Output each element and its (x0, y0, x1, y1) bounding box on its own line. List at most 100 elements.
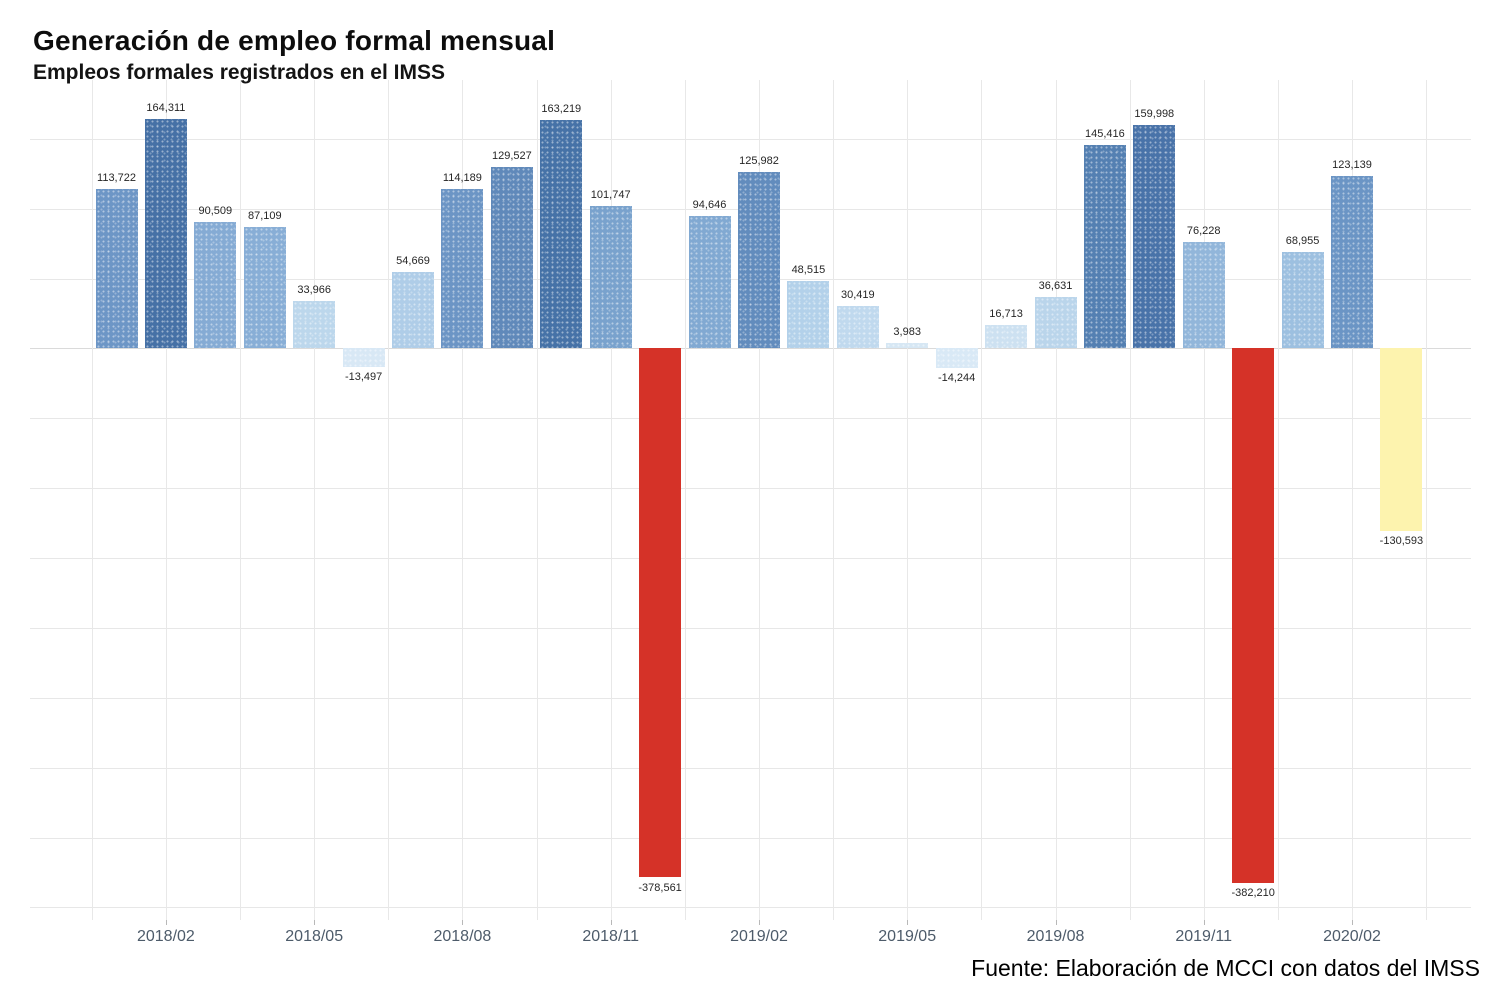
x-gridline (1352, 80, 1353, 920)
bar-value-label: -130,593 (1379, 534, 1424, 547)
bar (243, 226, 286, 349)
x-axis-label: 2018/11 (582, 928, 640, 945)
page-title: Generación de empleo formal mensual (33, 24, 556, 56)
bar-value-label: -378,561 (638, 881, 682, 894)
y-gridline (30, 627, 1471, 629)
x-gridline (314, 80, 316, 920)
x-axis-tick (610, 920, 612, 925)
bar (1281, 252, 1324, 349)
x-axis-label: 2018/08 (433, 928, 492, 945)
x-gridline (1277, 80, 1279, 920)
x-axis-tick (907, 920, 909, 925)
bar-value-label: 113,722 (97, 172, 136, 185)
bar-value-label: 3,983 (893, 325, 921, 338)
x-axis-tick (1055, 920, 1057, 925)
bar (392, 271, 434, 349)
bar-value-label: 114,189 (442, 171, 482, 184)
x-axis-label: 2020/02 (1323, 928, 1381, 945)
bar-value-label: 36,631 (1038, 280, 1073, 293)
x-axis-label: 2018/05 (285, 928, 344, 945)
bar-value-label: 16,713 (989, 308, 1023, 320)
x-gridline (981, 80, 983, 920)
x-axis-tick (1203, 920, 1205, 925)
bar-value-label: 48,515 (791, 263, 826, 276)
bar-value-label: 87,109 (247, 209, 282, 222)
bar-value-label: 76,228 (1186, 224, 1221, 237)
x-gridline (759, 80, 760, 920)
bar (1034, 297, 1077, 349)
bar (293, 300, 336, 349)
bar-value-label: 101,747 (590, 189, 631, 202)
bar (1380, 348, 1423, 531)
source-caption: Fuente: Elaboración de MCCI con datos de… (971, 955, 1480, 981)
x-axis-tick (165, 920, 167, 925)
x-axis-label: 2019/05 (878, 928, 937, 945)
bar (95, 189, 138, 349)
bar (540, 120, 583, 349)
bar (836, 305, 879, 349)
bar (738, 172, 780, 349)
x-gridline (462, 80, 464, 920)
x-axis-tick (314, 920, 316, 925)
x-gridline (388, 80, 390, 920)
bar (985, 325, 1028, 349)
bar (787, 280, 830, 349)
x-axis-label: 2019/02 (730, 928, 788, 945)
y-gridline (30, 767, 1471, 769)
x-gridline (1055, 80, 1057, 920)
bar (1331, 176, 1373, 349)
bar-value-label: 54,669 (396, 254, 430, 267)
bar-value-label: 33,966 (297, 283, 332, 296)
x-gridline (91, 80, 93, 920)
bar (1133, 124, 1176, 349)
x-axis-tick (759, 920, 760, 925)
bar (194, 221, 237, 349)
bar-value-label: 164,311 (146, 101, 186, 114)
x-gridline (833, 80, 835, 920)
y-gridline (30, 697, 1471, 699)
bar (1232, 348, 1275, 883)
x-gridline (1129, 80, 1131, 920)
bar (935, 348, 978, 369)
bar-value-label: 123,139 (1332, 159, 1372, 172)
bar (639, 348, 682, 878)
x-gridline (240, 80, 242, 920)
x-gridline (610, 80, 612, 920)
bar (342, 348, 385, 368)
bar (144, 118, 187, 349)
bar-value-label: 90,509 (198, 204, 233, 217)
bar (886, 342, 929, 349)
bar (490, 167, 533, 349)
bar (1083, 145, 1126, 349)
bar-value-label: 129,527 (492, 150, 532, 163)
x-axis-label: 2019/08 (1026, 928, 1085, 945)
x-gridline (165, 80, 167, 920)
y-gridline (30, 418, 1471, 420)
x-gridline (536, 80, 538, 920)
bar-value-label: -382,210 (1231, 886, 1275, 899)
bar-value-label: -13,497 (344, 371, 383, 384)
bar-value-label: 145,416 (1085, 128, 1125, 141)
bar (1182, 241, 1225, 349)
bar-value-label: -14,244 (937, 372, 976, 385)
bar-value-label: 125,982 (739, 155, 779, 168)
bar (688, 216, 731, 349)
y-gridline (30, 348, 1471, 350)
y-gridline (30, 138, 1471, 140)
bar-value-label: 163,219 (541, 103, 582, 116)
y-gridline (30, 488, 1471, 490)
bar-value-label: 68,955 (1285, 235, 1320, 247)
bar-value-label: 94,646 (692, 199, 727, 212)
x-gridline (684, 80, 686, 920)
bar-value-label: 159,998 (1134, 107, 1175, 120)
x-gridline (1426, 80, 1428, 920)
bar-value-label: 30,419 (840, 288, 875, 301)
x-axis-label: 2018/02 (136, 928, 195, 945)
bar (441, 188, 484, 349)
bar (589, 206, 632, 349)
x-gridline (907, 80, 909, 920)
y-gridline (30, 558, 1471, 559)
x-axis-tick (1352, 920, 1353, 925)
x-axis-label: 2019/11 (1175, 928, 1233, 945)
